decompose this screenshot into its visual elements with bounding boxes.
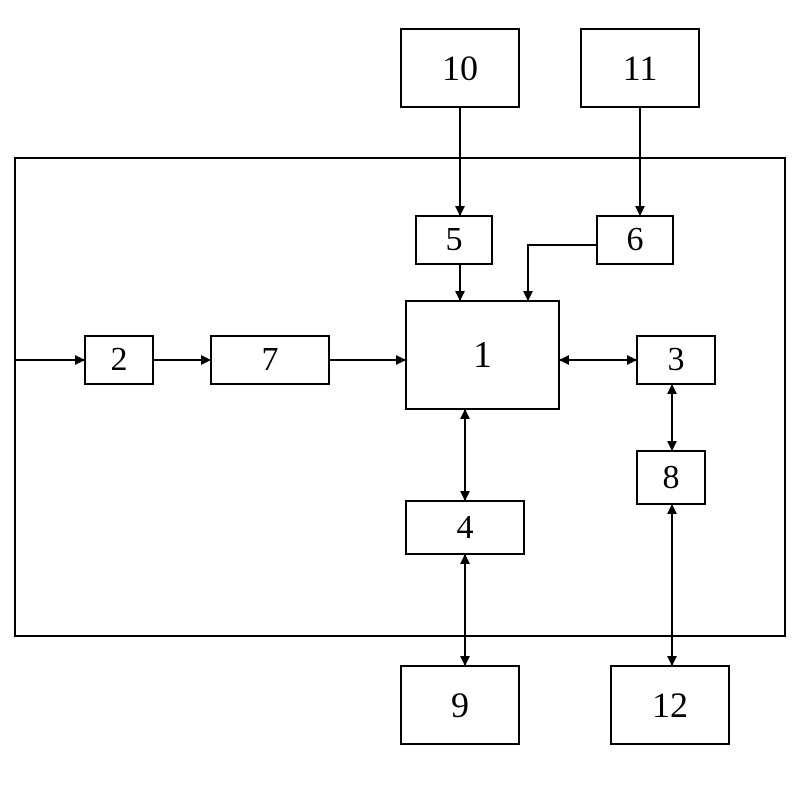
node-n3: 3 [636, 335, 716, 385]
node-label: 1 [473, 333, 492, 377]
node-n4: 4 [405, 500, 525, 555]
node-label: 4 [457, 509, 474, 547]
node-n8: 8 [636, 450, 706, 505]
node-label: 3 [668, 341, 685, 379]
node-n7: 7 [210, 335, 330, 385]
node-n1: 1 [405, 300, 560, 410]
node-label: 8 [663, 459, 680, 497]
node-n2: 2 [84, 335, 154, 385]
node-label: 7 [262, 341, 279, 379]
node-label: 5 [446, 221, 463, 259]
node-label: 6 [627, 221, 644, 259]
node-label: 10 [442, 47, 478, 89]
node-label: 11 [623, 47, 658, 89]
node-label: 2 [111, 341, 128, 379]
edge-polyline [528, 245, 596, 300]
node-label: 12 [652, 684, 688, 726]
node-label: 9 [451, 684, 469, 726]
node-n6: 6 [596, 215, 674, 265]
node-n9: 9 [400, 665, 520, 745]
node-n12: 12 [610, 665, 730, 745]
node-n11: 11 [580, 28, 700, 108]
diagram-root: 10 11 5 6 2 7 1 3 4 8 9 12 [0, 0, 800, 787]
node-n10: 10 [400, 28, 520, 108]
node-n5: 5 [415, 215, 493, 265]
